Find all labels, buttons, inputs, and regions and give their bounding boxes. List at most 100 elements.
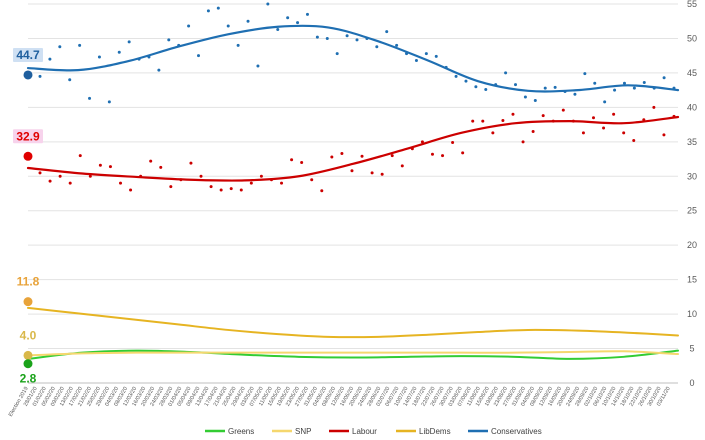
start-marker-greens	[23, 359, 33, 369]
y-tick-label: 25	[687, 206, 697, 216]
poll-point-conservatives	[434, 54, 438, 58]
start-label-libdems: 11.8	[17, 275, 40, 289]
poll-point-conservatives	[395, 43, 399, 47]
poll-point-conservatives	[573, 92, 577, 96]
poll-point-conservatives	[117, 50, 121, 54]
poll-point-conservatives	[187, 24, 191, 28]
trend-line-labour	[26, 115, 680, 182]
trend-line-conservatives	[26, 24, 680, 93]
y-axis: 0 5 10 15 20 25 30 35 40 45 50 55	[687, 0, 697, 388]
poll-point-conservatives	[305, 12, 309, 16]
poll-point-conservatives	[553, 85, 557, 89]
poll-point-conservatives	[256, 64, 260, 68]
poll-point-labour	[320, 189, 324, 193]
start-marker-snp	[23, 350, 33, 360]
y-tick-label: 0	[689, 378, 694, 388]
poll-point-labour	[632, 138, 636, 142]
poll-point-conservatives	[662, 76, 666, 80]
start-marker-labour	[23, 151, 33, 161]
poll-point-conservatives	[286, 16, 290, 20]
poll-point-labour	[541, 114, 545, 118]
poll-point-labour	[310, 178, 314, 182]
poll-point-labour	[451, 141, 455, 145]
poll-point-labour	[521, 140, 525, 144]
poll-point-labour	[370, 171, 374, 175]
poll-point-labour	[300, 160, 304, 164]
start-label-bg	[13, 47, 43, 62]
poll-point-conservatives	[68, 78, 72, 82]
poll-point-conservatives	[613, 88, 617, 92]
poll-point-conservatives	[514, 83, 517, 87]
poll-point-labour	[420, 140, 424, 144]
poll-point-conservatives	[424, 52, 428, 56]
y-tick-label: 20	[687, 240, 697, 250]
poll-point-labour	[622, 131, 626, 135]
start-marker-conservatives	[23, 70, 33, 80]
poll-point-labour	[38, 171, 42, 175]
y-tick-label: 15	[687, 275, 697, 285]
poll-point-conservatives	[622, 81, 626, 85]
poll-point-conservatives	[385, 30, 389, 34]
poll-point-conservatives	[533, 98, 537, 102]
poll-point-labour	[169, 185, 173, 189]
legend-label-conservatives: Conservatives	[491, 427, 542, 436]
poll-point-conservatives	[127, 40, 131, 44]
start-label-conservatives: 44.7	[16, 48, 40, 62]
poll-point-conservatives	[375, 45, 379, 49]
poll-point-labour	[501, 118, 505, 122]
poll-point-labour	[108, 165, 112, 169]
poll-point-conservatives	[78, 43, 82, 47]
poll-point-conservatives	[345, 34, 349, 38]
poll-point-conservatives	[246, 19, 250, 23]
poll-point-labour	[591, 116, 595, 120]
poll-point-conservatives	[523, 95, 527, 99]
poll-point-conservatives	[296, 21, 300, 25]
poll-point-labour	[330, 155, 334, 159]
poll-point-conservatives	[216, 6, 220, 10]
poll-point-labour	[290, 158, 294, 162]
poll-point-conservatives	[276, 27, 280, 31]
poll-point-labour	[511, 112, 515, 116]
poll-point-labour	[209, 185, 213, 189]
poll-point-labour	[561, 108, 565, 112]
poll-point-labour	[189, 161, 193, 165]
poll-point-conservatives	[97, 55, 101, 59]
poll-point-labour	[229, 187, 233, 191]
start-value-labels: 44.7 32.9 11.8 4.0 2.8	[13, 47, 43, 386]
poll-point-labour	[159, 165, 163, 169]
poll-point-labour	[98, 163, 102, 167]
poll-point-conservatives	[48, 57, 52, 61]
poll-point-conservatives	[603, 100, 607, 104]
poll-point-labour	[280, 181, 284, 185]
trend-line-greens	[27, 349, 679, 360]
legend: Greens SNP Labour LibDems Conservatives	[205, 427, 542, 436]
poll-point-labour	[531, 129, 535, 133]
poll-point-conservatives	[266, 2, 270, 6]
x-axis: Election 201928/01/2001/02/2005/02/2009/…	[8, 386, 672, 418]
poll-point-conservatives	[474, 85, 478, 89]
start-label-labour: 32.9	[16, 129, 40, 143]
poll-point-labour	[219, 188, 223, 192]
poll-point-conservatives	[335, 52, 339, 56]
poll-point-labour	[390, 154, 394, 158]
start-label-greens: 2.8	[20, 372, 37, 386]
poll-point-labour	[239, 188, 243, 192]
poll-point-conservatives	[414, 59, 418, 63]
poll-point-labour	[441, 154, 445, 158]
poll-point-conservatives	[38, 74, 42, 78]
poll-point-labour	[259, 174, 263, 178]
poll-point-labour	[430, 152, 434, 156]
trend-lines	[26, 24, 680, 360]
poll-point-labour	[602, 126, 606, 130]
poll-point-conservatives	[157, 68, 161, 72]
poll-point-conservatives	[642, 81, 646, 85]
gridlines	[28, 3, 678, 384]
poll-point-conservatives	[58, 45, 62, 49]
poll-point-labour	[58, 174, 62, 178]
poll-point-labour	[400, 164, 404, 168]
poll-point-labour	[78, 154, 82, 158]
y-tick-label: 10	[687, 309, 697, 319]
poll-point-conservatives	[484, 87, 488, 91]
poll-point-labour	[662, 133, 666, 137]
